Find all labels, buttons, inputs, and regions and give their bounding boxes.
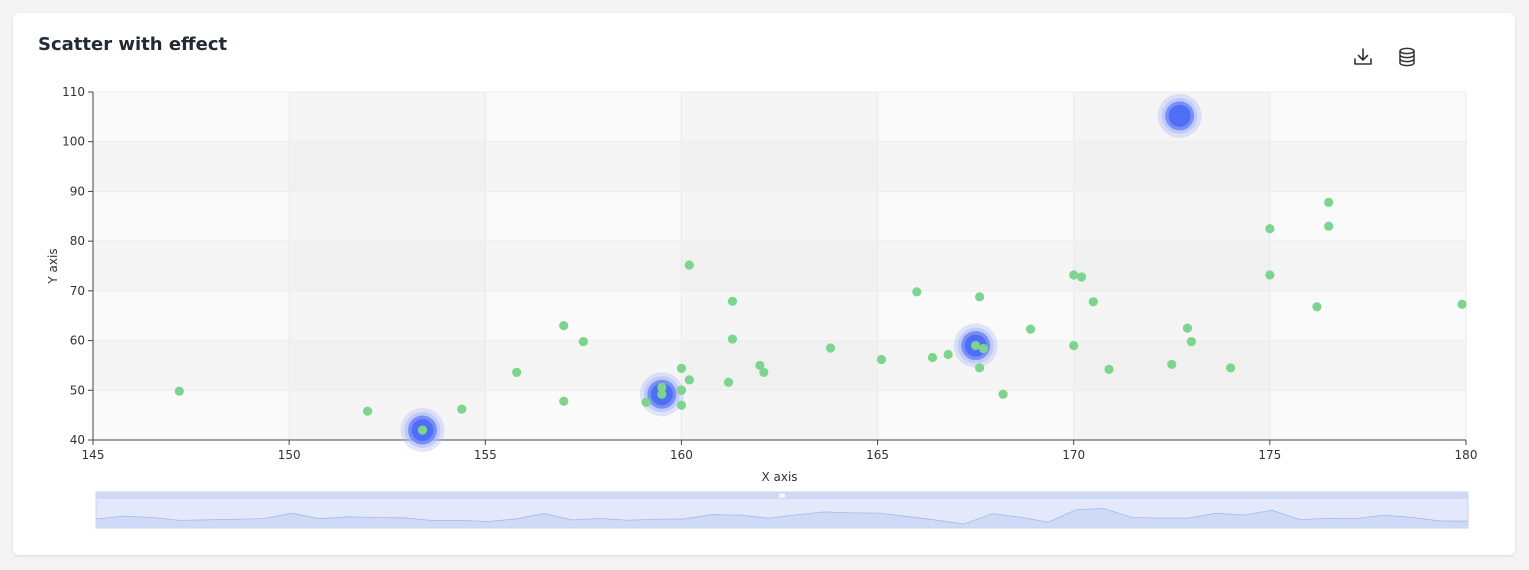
scatter-point xyxy=(1226,363,1236,373)
scatter-point xyxy=(1457,299,1467,309)
scatter-point xyxy=(641,397,651,407)
scatter-point xyxy=(1104,364,1114,375)
x-tick-label: 155 xyxy=(474,448,497,462)
scatter-point xyxy=(657,389,667,399)
scatter-point xyxy=(1186,336,1196,347)
chart-title: Scatter with effect xyxy=(38,34,228,55)
database-icon xyxy=(1399,47,1415,67)
y-tick-label: 100 xyxy=(62,135,85,149)
download-button[interactable] xyxy=(1349,43,1377,71)
scatter-point xyxy=(174,386,184,396)
scatter-point xyxy=(559,396,569,406)
x-axis-title: X axis xyxy=(761,470,797,484)
scatter-point xyxy=(1025,324,1036,334)
split-area-x xyxy=(681,92,878,440)
y-tick-label: 40 xyxy=(70,433,85,447)
scatter-point xyxy=(1265,270,1275,280)
effect-point xyxy=(1157,93,1202,138)
scatter-point xyxy=(684,375,694,385)
download-icon xyxy=(1354,48,1372,65)
scatter-point xyxy=(759,367,769,377)
data-zoom-slider xyxy=(95,491,1469,529)
split-area-x xyxy=(1073,92,1270,440)
scatter-point xyxy=(1324,197,1334,207)
x-tick-label: 150 xyxy=(278,448,301,462)
scatter-point xyxy=(727,334,738,344)
scatter-point xyxy=(755,360,765,371)
scatter-point xyxy=(927,352,938,363)
axes xyxy=(88,91,1467,445)
y-tick-label: 60 xyxy=(70,334,85,348)
x-tick-label: 180 xyxy=(1455,448,1478,462)
scatter-point xyxy=(1076,272,1087,282)
grid-lines xyxy=(93,91,1467,440)
scatter-point xyxy=(974,363,985,373)
x-tick-label: 160 xyxy=(670,448,693,462)
scatter-point xyxy=(1069,270,1079,280)
x-tick-label: 165 xyxy=(866,448,889,462)
scatter-point xyxy=(876,354,887,365)
scatter-point xyxy=(676,400,687,410)
split-area-x xyxy=(289,92,486,440)
scatter-point xyxy=(1324,221,1334,231)
data-view-button[interactable] xyxy=(1393,43,1421,71)
split-area-y xyxy=(93,341,1466,391)
scatter-points xyxy=(174,197,1467,435)
zoom-preview-area xyxy=(95,508,1469,529)
scatter-point xyxy=(1088,297,1098,307)
scatter-point xyxy=(1312,302,1322,312)
scatter-point xyxy=(1182,323,1193,333)
axis-labels: 145 150 155 160 165 170 175 180 40 50 60 70 80 90 100 1… xyxy=(46,85,1477,484)
scatter-point xyxy=(943,349,953,360)
scatter-point xyxy=(676,363,687,374)
scatter-point xyxy=(998,389,1008,399)
scatter-point xyxy=(1069,340,1079,351)
split-area-y xyxy=(93,241,1466,291)
scatter-point xyxy=(457,404,467,414)
split-areas xyxy=(93,92,1466,440)
scatter-point xyxy=(684,260,694,270)
x-tick-label: 170 xyxy=(1062,448,1085,462)
scatter-point xyxy=(363,406,373,416)
y-tick-label: 90 xyxy=(70,184,85,198)
zoom-grip xyxy=(779,493,785,498)
scatter-point xyxy=(1265,224,1275,234)
scatter-point xyxy=(512,367,522,377)
y-tick-label: 80 xyxy=(70,234,85,248)
y-tick-label: 50 xyxy=(70,383,85,397)
x-tick-label: 175 xyxy=(1258,448,1281,462)
scatter-point xyxy=(417,425,428,435)
effect-point-core xyxy=(1168,104,1191,127)
x-tick-label: 145 xyxy=(82,448,105,462)
split-area-x xyxy=(1269,92,1466,440)
scatter-point xyxy=(971,340,981,351)
scatter-point xyxy=(825,343,836,353)
y-tick-label: 70 xyxy=(70,284,85,298)
scatter-point xyxy=(676,385,687,395)
split-area-x xyxy=(877,92,1074,440)
scatter-point xyxy=(578,336,588,347)
scatter-point xyxy=(723,377,734,387)
scatter-point xyxy=(1167,359,1177,370)
scatter-point xyxy=(978,343,989,354)
y-tick-label: 110 xyxy=(62,85,85,99)
split-area-x xyxy=(93,92,290,440)
y-axis-title: Y axis xyxy=(46,248,60,284)
scatter-point xyxy=(559,321,569,331)
scatter-point xyxy=(912,287,922,297)
scatter-point xyxy=(727,296,738,306)
scatter-point xyxy=(974,292,985,302)
scatter-point xyxy=(657,382,667,392)
split-area-y xyxy=(93,142,1466,192)
